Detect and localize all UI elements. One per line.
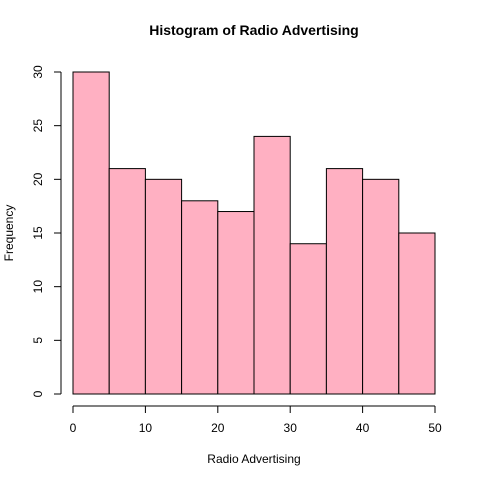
histogram-bar [73,72,109,394]
histogram-bar [363,179,399,394]
y-axis-label: Frequency [2,205,16,262]
y-tick-label: 5 [31,337,45,344]
y-tick-label: 25 [31,119,45,133]
y-tick-label: 0 [31,390,45,397]
y-tick-label: 10 [31,280,45,294]
histogram-bar [290,244,326,394]
histogram-bar [145,179,181,394]
histogram-bar [109,169,145,394]
x-tick-label: 10 [139,421,153,435]
x-tick-label: 30 [284,421,298,435]
chart-title: Histogram of Radio Advertising [149,22,359,38]
x-tick-label: 40 [356,421,370,435]
y-tick-label: 20 [31,172,45,186]
x-tick-label: 0 [70,421,77,435]
y-axis: 0 5 10 15 20 25 30 [31,65,61,397]
x-axis-label: Radio Advertising [207,452,300,466]
histogram-bar [254,136,290,394]
bars-group [73,72,435,394]
x-tick-label: 20 [211,421,225,435]
histogram-bar [399,233,435,394]
y-tick-label: 30 [31,65,45,79]
histogram-bar [326,169,362,394]
x-axis: 0 10 20 30 40 50 [70,406,442,435]
y-tick-label: 15 [31,226,45,240]
x-tick-label: 50 [428,421,442,435]
histogram-bar [182,201,218,394]
histogram-bar [218,212,254,394]
